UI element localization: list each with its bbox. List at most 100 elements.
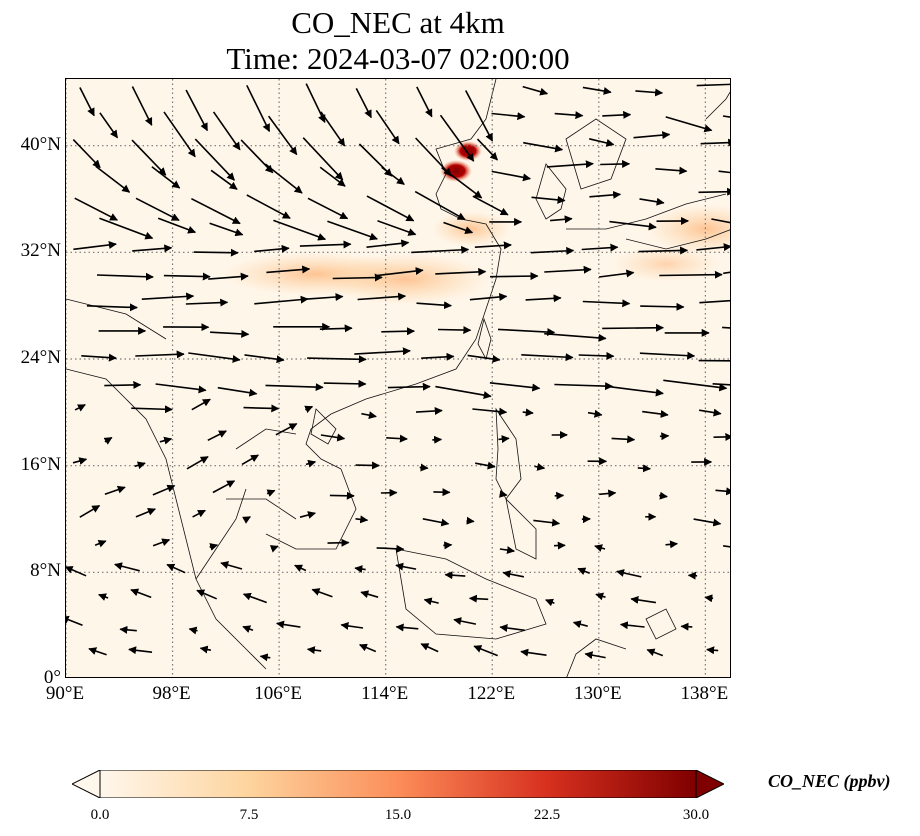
- wind-arrow: [665, 540, 678, 549]
- wind-arrow: [157, 217, 197, 234]
- wind-arrow: [131, 86, 153, 126]
- wind-arrow: [491, 112, 526, 121]
- wind-arrow: [188, 626, 198, 635]
- wind-arrow: [712, 383, 730, 386]
- wind-arrow: [193, 248, 239, 257]
- wind-arrow: [141, 292, 195, 301]
- wind-arrow: [577, 567, 591, 576]
- wind-arrow: [132, 244, 173, 253]
- wind-arrow: [711, 218, 730, 224]
- wind-arrow: [241, 454, 259, 466]
- wind-arrow: [199, 645, 212, 654]
- lat-tick-label: 24°N: [20, 347, 61, 368]
- wind-arrow: [305, 83, 326, 124]
- wind-arrow: [598, 269, 635, 278]
- wind-arrow: [98, 593, 109, 601]
- wind-arrow: [99, 112, 119, 139]
- wind-arrow: [464, 90, 494, 142]
- wind-arrow: [419, 463, 429, 472]
- wind-arrow: [522, 408, 534, 417]
- colorbar-extend-min: [70, 769, 101, 799]
- wind-arrow: [595, 592, 606, 601]
- wind-arrow: [240, 139, 274, 174]
- wind-arrow: [546, 160, 594, 169]
- wind-arrow: [327, 538, 350, 547]
- coastlines: [66, 79, 730, 677]
- wind-arrow: [655, 166, 688, 175]
- wind-arrow: [96, 272, 154, 281]
- colorbar-tick-label: 22.5: [533, 807, 561, 823]
- wind-arrow: [319, 166, 346, 187]
- wind-arrow: [192, 509, 206, 518]
- wind-arrow: [66, 615, 83, 626]
- wind-arrow: [354, 347, 411, 356]
- wind-arrow: [355, 88, 372, 119]
- wind-arrow: [306, 646, 322, 655]
- wind-arrow: [704, 594, 714, 603]
- wind-arrow: [210, 329, 250, 338]
- wind-arrow: [244, 354, 285, 364]
- wind-arrow: [594, 544, 606, 552]
- lon-tick-label: 90°E: [45, 683, 85, 704]
- wind-arrow: [304, 405, 314, 414]
- wind-arrow: [267, 115, 298, 156]
- wind-vectors: [66, 83, 730, 662]
- wind-arrow: [329, 491, 355, 500]
- map-title: CO_NEC at 4km: [291, 5, 505, 40]
- wind-arrow: [491, 170, 531, 182]
- wind-arrow: [584, 651, 606, 660]
- wind-arrow: [186, 456, 209, 470]
- wind-arrow: [437, 326, 472, 335]
- wind-arrow: [499, 624, 525, 632]
- wind-arrow: [74, 197, 119, 221]
- wind-arrow: [86, 303, 138, 312]
- wind-arrow: [355, 461, 380, 470]
- colorbar-extend-max: [695, 769, 726, 799]
- wind-arrow: [722, 326, 730, 329]
- wind-arrow: [209, 543, 219, 551]
- wind-arrow: [444, 571, 466, 580]
- lat-tick-label: 16°N: [20, 453, 61, 475]
- wind-arrow: [275, 422, 298, 436]
- wind-arrow: [188, 352, 241, 363]
- wind-arrow: [163, 111, 196, 158]
- wind-arrow: [599, 489, 617, 498]
- wind-arrow: [453, 617, 477, 625]
- wind-arrow: [265, 383, 324, 392]
- wind-arrow: [680, 622, 693, 631]
- wind-arrow: [722, 115, 730, 118]
- wind-arrow: [416, 301, 452, 310]
- wind-arrow: [581, 243, 619, 252]
- wind-arrow: [693, 518, 722, 527]
- wind-arrow: [366, 239, 410, 248]
- wind-arrow: [220, 561, 243, 570]
- wind-arrow: [208, 272, 249, 281]
- wind-arrow: [94, 539, 107, 548]
- lon-tick-label: 98°E: [152, 683, 191, 704]
- wind-arrow: [637, 464, 651, 473]
- wind-arrow: [266, 265, 311, 274]
- wind-arrow: [472, 195, 509, 216]
- wind-arrow: [715, 487, 730, 496]
- wind-arrow: [209, 222, 244, 237]
- wind-arrow: [114, 562, 140, 572]
- wind-arrow: [276, 620, 301, 629]
- wind-arrow: [435, 385, 492, 400]
- wind-arrow: [152, 484, 176, 496]
- wind-arrow: [366, 195, 415, 222]
- wind-arrow: [135, 508, 156, 518]
- wind-arrow: [332, 273, 383, 282]
- wind-arrow: [545, 598, 555, 607]
- wind-arrow: [130, 588, 152, 599]
- wind-arrow: [212, 480, 236, 494]
- wind-arrow: [163, 272, 211, 281]
- wind-arrow: [307, 355, 367, 364]
- wind-arrow: [432, 435, 443, 444]
- wind-arrow: [589, 138, 615, 147]
- wind-arrow: [534, 462, 546, 471]
- colorbar: [70, 769, 726, 799]
- wind-arrow: [502, 570, 525, 579]
- lon-tick-label: 122°E: [467, 683, 516, 704]
- wind-arrow: [306, 293, 344, 302]
- gridlines: [66, 79, 730, 677]
